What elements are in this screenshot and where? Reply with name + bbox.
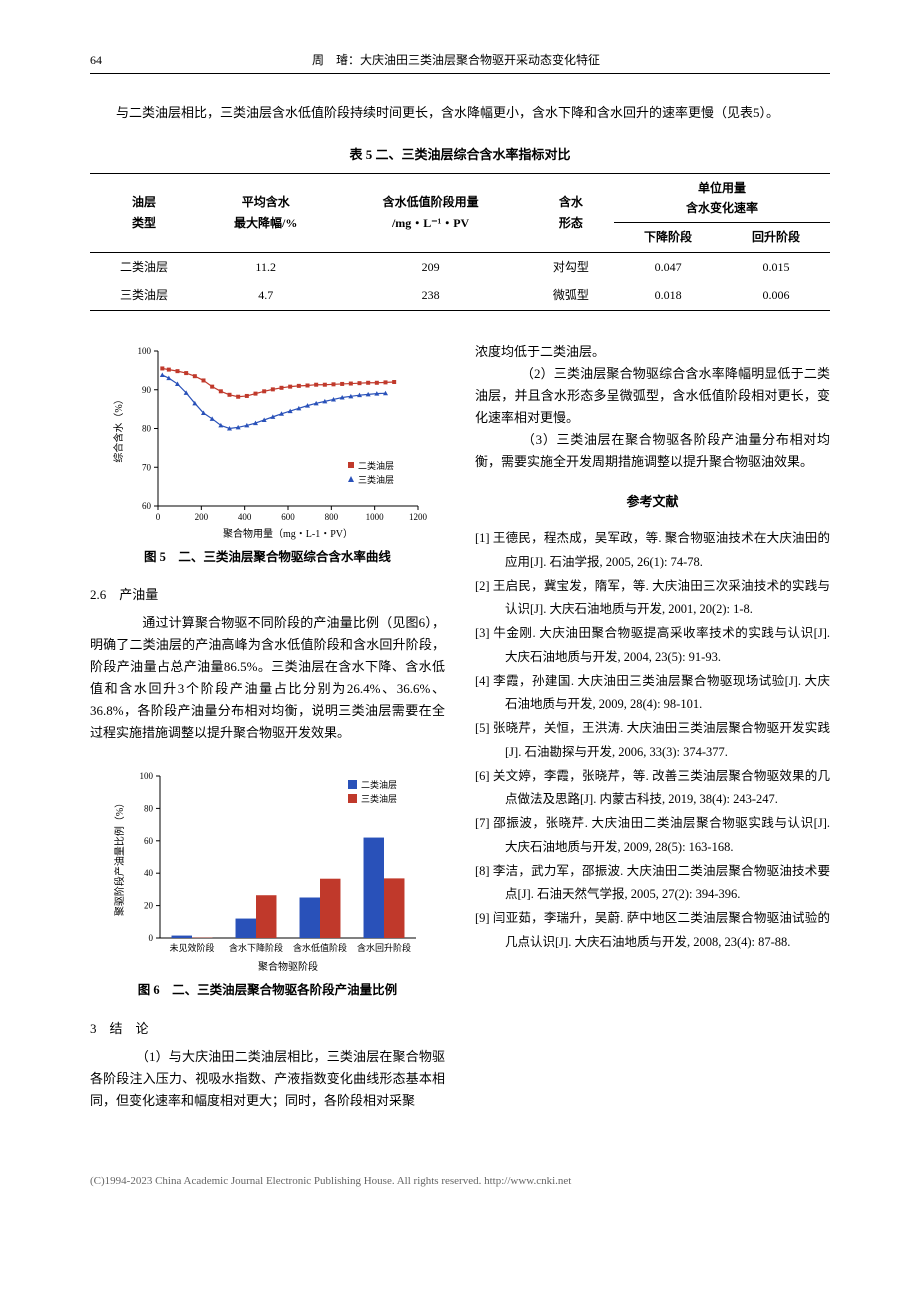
table5: 油层 类型 平均含水 最大降幅/% 含水低值阶段用量 /mg・L⁻¹・PV 含水…: [90, 173, 830, 311]
table5-col-unitgroup: 单位用量 含水变化速率: [614, 173, 830, 223]
svg-text:100: 100: [137, 346, 151, 356]
table-cell: 0.006: [722, 281, 830, 310]
fig6-caption: 图 6 二、三类油层聚合物驱各阶段产油量比例: [90, 980, 445, 1001]
page-header: 64 周 璿：大庆油田三类油层聚合物驱开采动态变化特征: [90, 50, 830, 74]
svg-text:聚合物用量（mg・L-1・PV）: 聚合物用量（mg・L-1・PV）: [223, 527, 353, 540]
svg-text:1000: 1000: [365, 512, 384, 522]
sec3-p1: （1）与大庆油田二类油层相比，三类油层在聚合物驱各阶段注入压力、视吸水指数、产液…: [90, 1046, 445, 1112]
svg-text:聚驱阶段产油量比例（%）: 聚驱阶段产油量比例（%）: [113, 798, 126, 916]
table5-caption: 表 5 二、三类油层综合含水率指标对比: [90, 144, 830, 166]
svg-text:60: 60: [144, 836, 154, 846]
intro-paragraph: 与二类油层相比，三类油层含水低值阶段持续时间更长，含水降幅更小，含水下降和含水回…: [90, 102, 830, 124]
running-title: 周 璿：大庆油田三类油层聚合物驱开采动态变化特征: [312, 50, 600, 70]
svg-text:200: 200: [194, 512, 208, 522]
table5-col-down: 下降阶段: [614, 223, 722, 252]
svg-text:40: 40: [144, 869, 154, 879]
svg-text:800: 800: [324, 512, 338, 522]
table-cell: 对勾型: [528, 252, 614, 281]
two-column-region: 02004006008001000120060708090100聚合物用量（mg…: [90, 341, 830, 1113]
svg-text:400: 400: [237, 512, 251, 522]
sec26-heading: 2.6 产油量: [90, 584, 445, 606]
right-p3: （3）三类油层在聚合物驱各阶段产油量分布相对均衡，需要实施全开发周期措施调整以提…: [475, 429, 830, 473]
references-heading: 参考文献: [475, 491, 830, 513]
left-column: 02004006008001000120060708090100聚合物用量（mg…: [90, 341, 445, 1113]
svg-text:0: 0: [155, 512, 160, 522]
reference-item: [9] 闫亚茹，李瑞升，吴蔚. 萨中地区二类油层聚合物驱油试验的几点认识[J].…: [475, 907, 830, 955]
reference-item: [3] 牛金刚. 大庆油田聚合物驱提高采收率技术的实践与认识[J]. 大庆石油地…: [475, 622, 830, 670]
table-cell: 微弧型: [528, 281, 614, 310]
references-list: [1] 王德民，程杰成，吴军政，等. 聚合物驱油技术在大庆油田的应用[J]. 石…: [475, 527, 830, 955]
table-cell: 4.7: [198, 281, 334, 310]
right-column: 浓度均低于二类油层。 （2）三类油层聚合物驱综合含水率降幅明显低于二类油层，并且…: [475, 341, 830, 1113]
table-cell: 二类油层: [90, 252, 198, 281]
table-cell: 0.047: [614, 252, 722, 281]
reference-item: [8] 李洁，武力军，邵振波. 大庆油田二类油层聚合物驱油技术要点[J]. 石油…: [475, 860, 830, 908]
svg-text:20: 20: [144, 901, 154, 911]
svg-text:含水下降阶段: 含水下降阶段: [228, 942, 282, 953]
svg-text:100: 100: [139, 771, 153, 781]
svg-text:未见效阶段: 未见效阶段: [169, 942, 214, 953]
right-cont: 浓度均低于二类油层。: [475, 341, 830, 363]
table5-col-up: 回升阶段: [722, 223, 830, 252]
fig5-chart: 0 200 400 600 800 1000 1200 60 70 80 90 100 聚合物用量（mg…: [90, 341, 445, 541]
table-cell: 0.015: [722, 252, 830, 281]
svg-text:三类油层: 三类油层: [358, 474, 394, 485]
svg-text:聚合物驱阶段: 聚合物驱阶段: [258, 960, 318, 973]
table5-col-maxdrop: 平均含水 最大降幅/%: [198, 173, 334, 252]
footer-note: (C)1994-2023 China Academic Journal Elec…: [90, 1172, 830, 1191]
header-spacer: [810, 50, 830, 70]
svg-text:80: 80: [144, 804, 154, 814]
table-cell: 11.2: [198, 252, 334, 281]
table5-col-layer: 油层 类型: [90, 173, 198, 252]
svg-text:600: 600: [281, 512, 295, 522]
fig6-chart: 0 20 40 60 80 100 聚驱阶段产油量比例（%） 聚合物驱阶段 未见效阶段 含水下降阶…: [90, 764, 445, 974]
table-cell: 238: [333, 281, 527, 310]
fig5-caption: 图 5 二、三类油层聚合物驱综合含水率曲线: [90, 547, 445, 568]
svg-text:含水低值阶段: 含水低值阶段: [292, 942, 346, 953]
sec26-body: 通过计算聚合物驱不同阶段的产油量比例（见图6），明确了二类油层的产油高峰为含水低…: [90, 612, 445, 745]
table-cell: 三类油层: [90, 281, 198, 310]
svg-text:90: 90: [142, 384, 152, 394]
reference-item: [7] 邵振波，张晓芹. 大庆油田二类油层聚合物驱实践与认识[J]. 大庆石油地…: [475, 812, 830, 860]
svg-text:二类油层: 二类油层: [361, 779, 397, 790]
svg-text:60: 60: [142, 501, 152, 511]
reference-item: [1] 王德民，程杰成，吴军政，等. 聚合物驱油技术在大庆油田的应用[J]. 石…: [475, 527, 830, 575]
table5-col-shape: 含水 形态: [528, 173, 614, 252]
reference-item: [5] 张晓芹，关恒，王洪涛. 大庆油田三类油层聚合物驱开发实践[J]. 石油勘…: [475, 717, 830, 765]
reference-item: [2] 王启民，冀宝发，隋军，等. 大庆油田三次采油技术的实践与认识[J]. 大…: [475, 575, 830, 623]
svg-text:70: 70: [142, 462, 152, 472]
table-cell: 209: [333, 252, 527, 281]
reference-item: [4] 李霞，孙建国. 大庆油田三类油层聚合物驱现场试验[J]. 大庆石油地质与…: [475, 670, 830, 718]
page-number: 64: [90, 50, 102, 70]
reference-item: [6] 关文婷，李霞，张晓芹，等. 改善三类油层聚合物驱效果的几点做法及思路[J…: [475, 765, 830, 813]
sec3-heading: 3 结 论: [90, 1018, 445, 1040]
svg-text:综合含水（%）: 综合含水（%）: [112, 394, 125, 462]
svg-text:0: 0: [148, 933, 153, 943]
svg-text:80: 80: [142, 423, 152, 433]
table-cell: 0.018: [614, 281, 722, 310]
svg-text:二类油层: 二类油层: [358, 460, 394, 471]
svg-text:三类油层: 三类油层: [361, 793, 397, 804]
svg-text:含水回升阶段: 含水回升阶段: [356, 942, 410, 953]
right-p2: （2）三类油层聚合物驱综合含水率降幅明显低于二类油层，并且含水形态多呈微弧型，含…: [475, 363, 830, 429]
table5-col-lowuse: 含水低值阶段用量 /mg・L⁻¹・PV: [333, 173, 527, 252]
svg-text:1200: 1200: [409, 512, 428, 522]
